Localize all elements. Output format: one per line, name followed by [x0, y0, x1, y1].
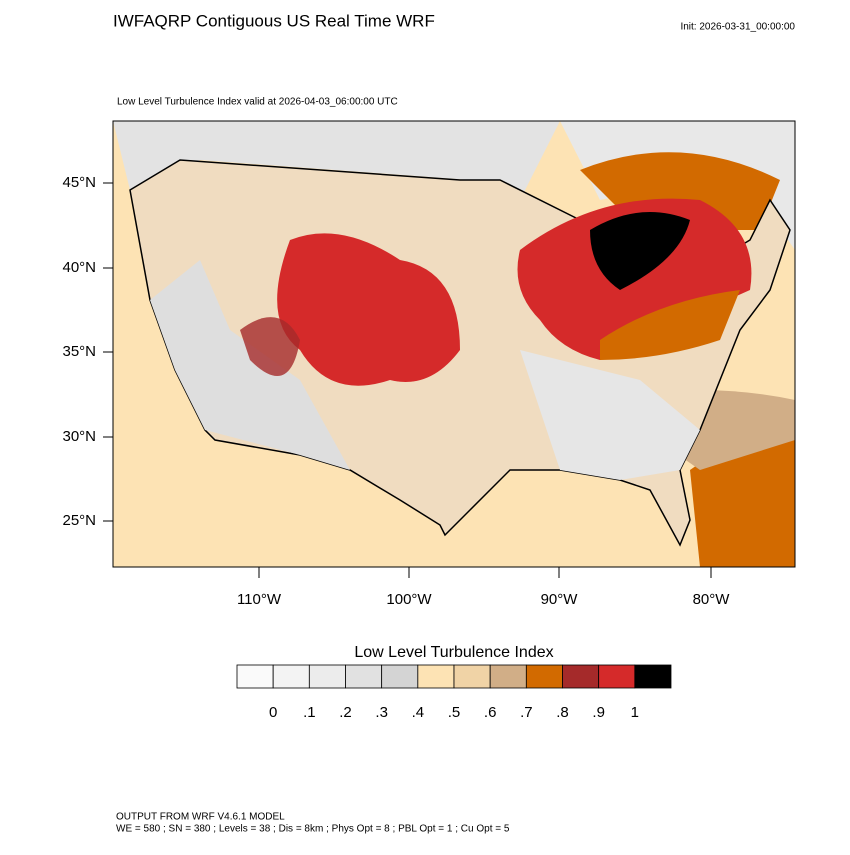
lat-axis: 45°N 40°N 35°N 30°N 25°N: [62, 174, 113, 529]
map: [113, 121, 795, 567]
colorbar: 0 .1 .2 .3 .4 .5 .6 .7 .8 .9 1: [236, 664, 672, 721]
colorbar-box: [489, 664, 527, 689]
colorbar-box: [598, 664, 636, 689]
colorbar-box: [634, 664, 672, 689]
lon-label: 100°W: [386, 591, 432, 608]
title: IWFAQRP Contiguous US Real Time WRF: [113, 11, 435, 30]
footer-line: OUTPUT FROM WRF V4.6.1 MODEL: [116, 812, 285, 823]
lon-label: 90°W: [541, 591, 579, 608]
lat-label: 45°N: [62, 174, 96, 191]
colorbar-box: [417, 664, 455, 689]
colorbar-label: .2: [339, 704, 352, 721]
colorbar-box: [525, 664, 563, 689]
lon-label: 80°W: [693, 591, 731, 608]
colorbar-box: [308, 664, 346, 689]
lat-label: 25°N: [62, 512, 96, 529]
colorbar-box: [236, 664, 274, 689]
footer-line: WE = 580 ; SN = 380 ; Levels = 38 ; Dis …: [116, 824, 510, 835]
colorbar-box: [453, 664, 491, 689]
colorbar-label: .9: [592, 704, 605, 721]
colorbar-label: .5: [448, 704, 461, 721]
lat-label: 35°N: [62, 343, 96, 360]
colorbar-box: [345, 664, 383, 689]
colorbar-label: .8: [556, 704, 569, 721]
subtitle: Low Level Turbulence Index valid at 2026…: [117, 97, 398, 108]
colorbar-title: Low Level Turbulence Index: [354, 644, 553, 661]
colorbar-box: [562, 664, 600, 689]
lat-label: 40°N: [62, 259, 96, 276]
colorbar-label: 1: [631, 704, 639, 721]
colorbar-label: .4: [412, 704, 425, 721]
colorbar-label: 0: [269, 704, 277, 721]
colorbar-box: [381, 664, 419, 689]
colorbar-label: .7: [520, 704, 533, 721]
colorbar-box: [272, 664, 310, 689]
colorbar-label: .3: [375, 704, 388, 721]
colorbar-label: .1: [303, 704, 316, 721]
init-time: Init: 2026-03-31_00:00:00: [680, 22, 795, 33]
colorbar-label: .6: [484, 704, 497, 721]
lon-axis: 110°W 100°W 90°W 80°W: [237, 567, 730, 608]
lat-label: 30°N: [62, 428, 96, 445]
lon-label: 110°W: [237, 591, 282, 608]
map-frame: [112, 120, 796, 568]
